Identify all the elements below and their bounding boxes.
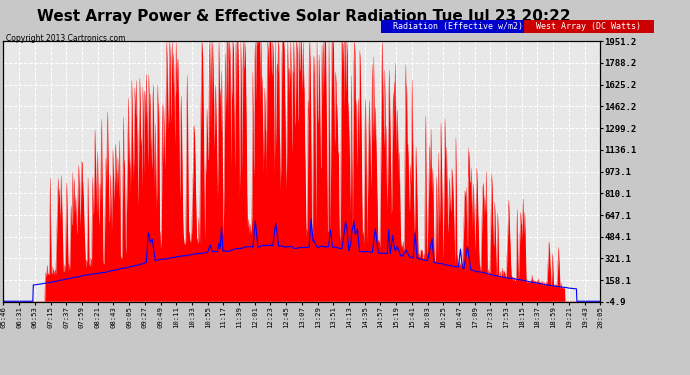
Text: West Array (DC Watts): West Array (DC Watts)	[526, 22, 651, 31]
Text: West Array Power & Effective Solar Radiation Tue Jul 23 20:22: West Array Power & Effective Solar Radia…	[37, 9, 571, 24]
Text: Copyright 2013 Cartronics.com: Copyright 2013 Cartronics.com	[6, 34, 125, 43]
Text: Radiation (Effective w/m2): Radiation (Effective w/m2)	[383, 22, 533, 31]
